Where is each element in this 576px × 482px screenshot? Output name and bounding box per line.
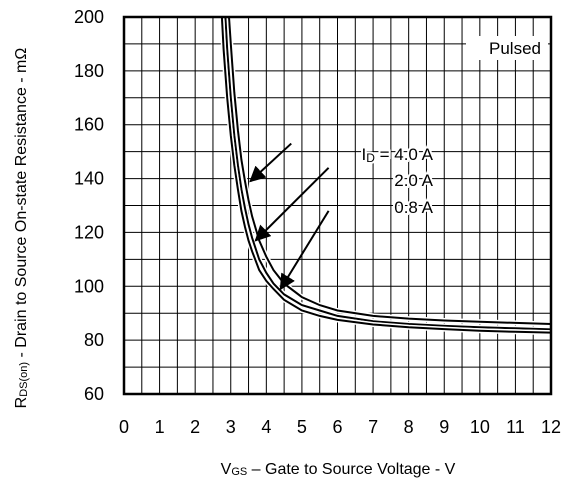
legend-prefix-eq: =: [375, 145, 394, 164]
x-tick-label: 3: [226, 417, 236, 437]
series-line-1: [224, 17, 551, 331]
y-tick-label: 80: [84, 330, 104, 350]
annotation-arrow: [249, 142, 292, 183]
x-tick-labels: 0 1 2 3 4 5 6 7 8 9 10 11 12: [119, 417, 561, 437]
annotations: [249, 142, 330, 291]
legend-entry-0-8a: 0.8 A: [394, 198, 433, 217]
x-tick-label: 0: [119, 417, 129, 437]
y-axis-label: RDS(on) - Drain to Source On-state Resis…: [13, 48, 30, 409]
annotation-arrow: [279, 210, 330, 291]
x-tick-label: 4: [261, 417, 271, 437]
y-tick-label: 140: [74, 169, 104, 189]
series-line-0: [228, 17, 551, 325]
legend-value-4a: 4.0 A: [394, 145, 433, 164]
y-tick-label: 60: [84, 384, 104, 404]
x-axis-label: VGS – Gate to Source Voltage - V: [221, 461, 456, 478]
x-tick-label: 7: [368, 417, 378, 437]
x-tick-label: 1: [155, 417, 165, 437]
series-halo: [222, 17, 551, 332]
y-tick-label: 200: [74, 7, 104, 27]
x-tick-label: 6: [332, 417, 342, 437]
legend-entry-2a: 2.0 A: [394, 171, 433, 190]
annotation-arrow: [254, 167, 330, 242]
y-tick-labels: 60 80 100 120 140 160 180 200: [74, 7, 104, 404]
legend-entry-4a: ID = 4.0 A: [361, 145, 433, 165]
x-tick-label: 11: [506, 417, 525, 437]
series-line-2: [220, 17, 551, 334]
y-tick-label: 180: [74, 61, 104, 81]
grid: [124, 17, 551, 394]
curves: [219, 17, 551, 336]
legend-prefix-d: D: [366, 151, 375, 165]
x-tick-label: 5: [297, 417, 307, 437]
pulsed-label: Pulsed: [489, 39, 541, 58]
x-tick-label: 9: [439, 417, 449, 437]
x-tick-label: 12: [541, 417, 561, 437]
y-tick-label: 120: [74, 222, 104, 242]
plot-frame: [122, 15, 553, 396]
x-tick-label: 2: [190, 417, 200, 437]
pulsed-label-background: [466, 36, 548, 60]
x-tick-label: 8: [404, 417, 414, 437]
series-halo: [226, 17, 551, 327]
y-tick-label: 100: [74, 276, 104, 296]
legend-prefix-i: I: [361, 145, 366, 164]
y-tick-label: 160: [74, 115, 104, 135]
x-tick-label: 10: [470, 417, 490, 437]
